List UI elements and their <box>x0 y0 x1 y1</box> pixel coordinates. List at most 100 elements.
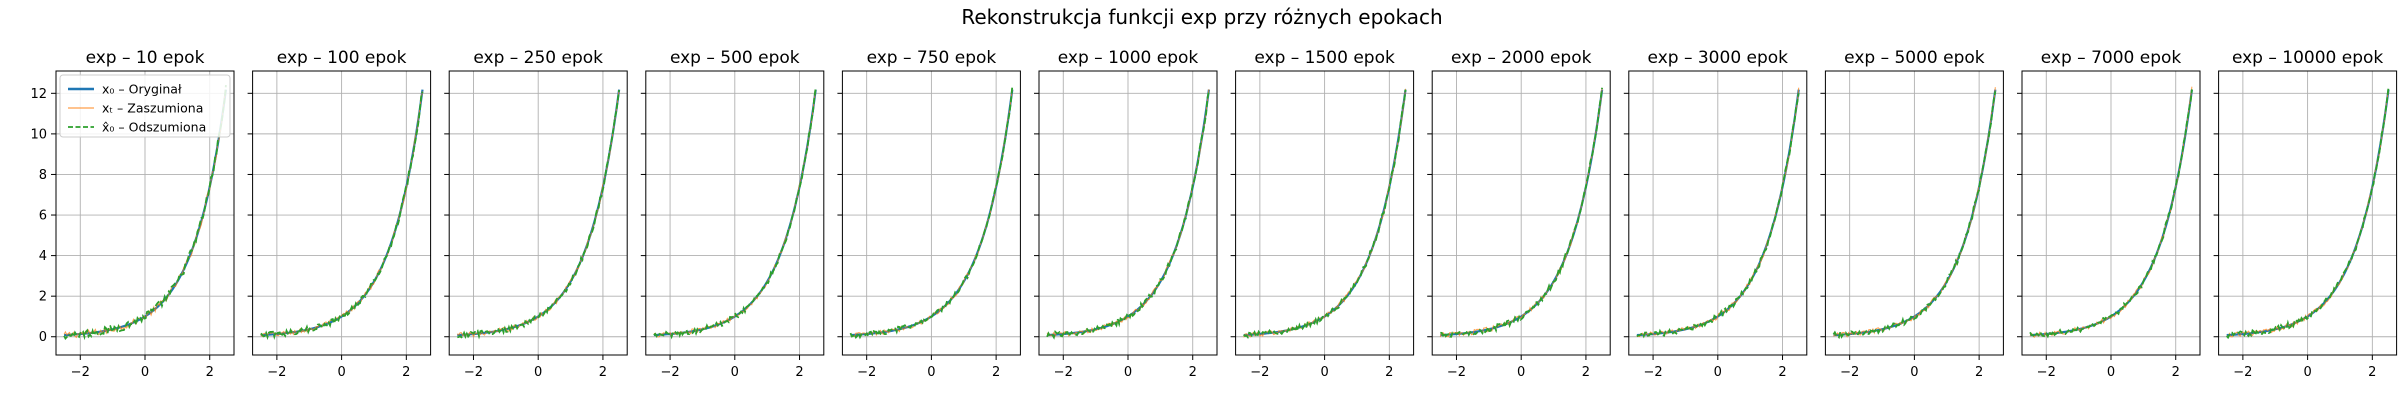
series-denoised-line <box>1243 89 1407 339</box>
subplot-1500-epok: −2 0 2 exp – 1500 epok <box>1230 48 1415 380</box>
subplot-title: exp – 1000 epok <box>1058 48 1199 68</box>
x-tick-label: 2 <box>1975 365 1983 380</box>
x-tick-label: 0 <box>1517 365 1525 380</box>
x-tick-label: −2 <box>2233 365 2252 380</box>
series-denoised-line <box>1636 93 1800 339</box>
x-tick-label: −2 <box>267 365 286 380</box>
subplot-title: exp – 10000 epok <box>2232 48 2383 68</box>
x-tick-label: 2 <box>402 365 410 380</box>
subplot-5000-epok: −2 0 2 exp – 5000 epok <box>1820 48 2004 380</box>
x-tick-label: 0 <box>1910 365 1918 380</box>
grid <box>1628 71 1807 355</box>
series <box>1439 87 1604 338</box>
x-tick-label: 2 <box>1189 365 1197 380</box>
legend-label-noisy: xₜ – Zaszumiona <box>102 101 203 116</box>
subplot-1000-epok: −2 0 2 exp – 1000 epok <box>1034 48 1218 380</box>
grid <box>645 71 824 355</box>
series-denoised-line <box>1832 91 1997 340</box>
grid <box>842 71 1021 355</box>
x-tick-label: 0 <box>1320 365 1328 380</box>
x-tick-label: −2 <box>1840 365 1859 380</box>
x-tick-label: −2 <box>660 365 679 380</box>
x-tick-label: 0 <box>337 365 345 380</box>
series <box>849 86 1014 340</box>
x-tick-label: 2 <box>1385 365 1393 380</box>
y-tick-label: 2 <box>39 290 47 305</box>
series <box>2029 86 2194 339</box>
x-tick-label: −2 <box>464 365 483 380</box>
x-tick-label: −2 <box>71 365 90 380</box>
subplot-100-epok: −2 0 2 exp – 100 epok <box>247 48 432 380</box>
series <box>653 87 817 340</box>
y-tick-label: 0 <box>39 330 47 345</box>
subplot-title: exp – 7000 epok <box>2041 48 2182 68</box>
subplot-title: exp – 10 epok <box>86 48 205 68</box>
x-tick-label: 2 <box>992 365 1000 380</box>
series <box>2226 87 2390 340</box>
grid <box>252 71 431 355</box>
series <box>260 89 424 341</box>
x-tick-label: 2 <box>1778 365 1786 380</box>
subplot-250-epok: −2 0 2 exp – 250 epok <box>444 48 628 380</box>
legend-box <box>59 74 231 138</box>
subplot-3000-epok: −2 0 2 exp – 3000 epok <box>1623 48 1808 380</box>
x-tick-label: 0 <box>141 365 149 380</box>
x-tick-label: −2 <box>857 365 876 380</box>
subplot-title: exp – 250 epok <box>473 48 603 68</box>
subplot-10000-epok: −2 0 2 exp – 10000 epok <box>2213 48 2398 380</box>
x-tick-label: 2 <box>2172 365 2180 380</box>
subplot-title: exp – 100 epok <box>277 48 407 68</box>
grid <box>1039 71 1217 355</box>
series-denoised-line <box>1046 91 1210 340</box>
series-denoised-line <box>457 89 621 340</box>
series <box>1832 87 1997 340</box>
legend-label-original: x₀ – Oryginał <box>102 82 182 97</box>
x-tick-label: 2 <box>1582 365 1590 380</box>
x-tick-label: 2 <box>599 365 607 380</box>
y-tick-label: 6 <box>39 209 47 224</box>
y-tick-label: 4 <box>39 249 47 264</box>
subplot-title: exp – 3000 epok <box>1648 48 1789 68</box>
series-noisy-line <box>1833 87 1996 338</box>
series-denoised-line <box>2226 87 2390 340</box>
x-tick-label: 0 <box>2107 365 2115 380</box>
x-tick-label: 0 <box>731 365 739 380</box>
grid <box>1432 71 1611 355</box>
subplot-title: exp – 750 epok <box>867 48 997 68</box>
x-tick-label: −2 <box>2037 365 2056 380</box>
x-tick-label: 2 <box>206 365 214 380</box>
subplot-2000-epok: −2 0 2 exp – 2000 epok <box>1427 48 1611 380</box>
figure-title: Rekonstrukcja funkcji exp przy różnych e… <box>961 5 1442 29</box>
subplot-750-epok: −2 0 2 exp – 750 epok <box>837 48 1021 380</box>
subplot-title: exp – 5000 epok <box>1844 48 1985 68</box>
legend: x₀ – Oryginał xₜ – Zaszumiona x̂₀ – Odszum… <box>59 74 231 138</box>
x-tick-label: −2 <box>1054 365 1073 380</box>
x-tick-label: 0 <box>1714 365 1722 380</box>
x-tick-label: 0 <box>1124 365 1132 380</box>
series <box>1636 87 1800 339</box>
series-denoised-line <box>63 84 227 341</box>
x-tick-label: 2 <box>2368 365 2376 380</box>
x-tick-label: 0 <box>927 365 935 380</box>
series <box>456 89 621 340</box>
x-tick-label: −2 <box>1250 365 1269 380</box>
series-denoised-line <box>849 86 1014 340</box>
grid <box>449 71 628 355</box>
series <box>1046 89 1211 340</box>
series-denoised-line <box>2029 89 2193 339</box>
series-denoised-line <box>1440 87 1604 338</box>
series <box>1243 88 1407 339</box>
grid <box>2022 71 2200 355</box>
y-tick-label: 10 <box>30 127 47 142</box>
grid <box>2218 71 2397 355</box>
x-tick-label: 0 <box>2303 365 2311 380</box>
grid <box>1235 71 1414 355</box>
x-tick-label: 2 <box>795 365 803 380</box>
subplot-500-epok: −2 0 2 exp – 500 epok <box>640 48 825 380</box>
subplot-title: exp – 2000 epok <box>1451 48 1592 68</box>
series-denoised-line <box>260 91 424 341</box>
y-tick-label: 12 <box>30 87 47 102</box>
